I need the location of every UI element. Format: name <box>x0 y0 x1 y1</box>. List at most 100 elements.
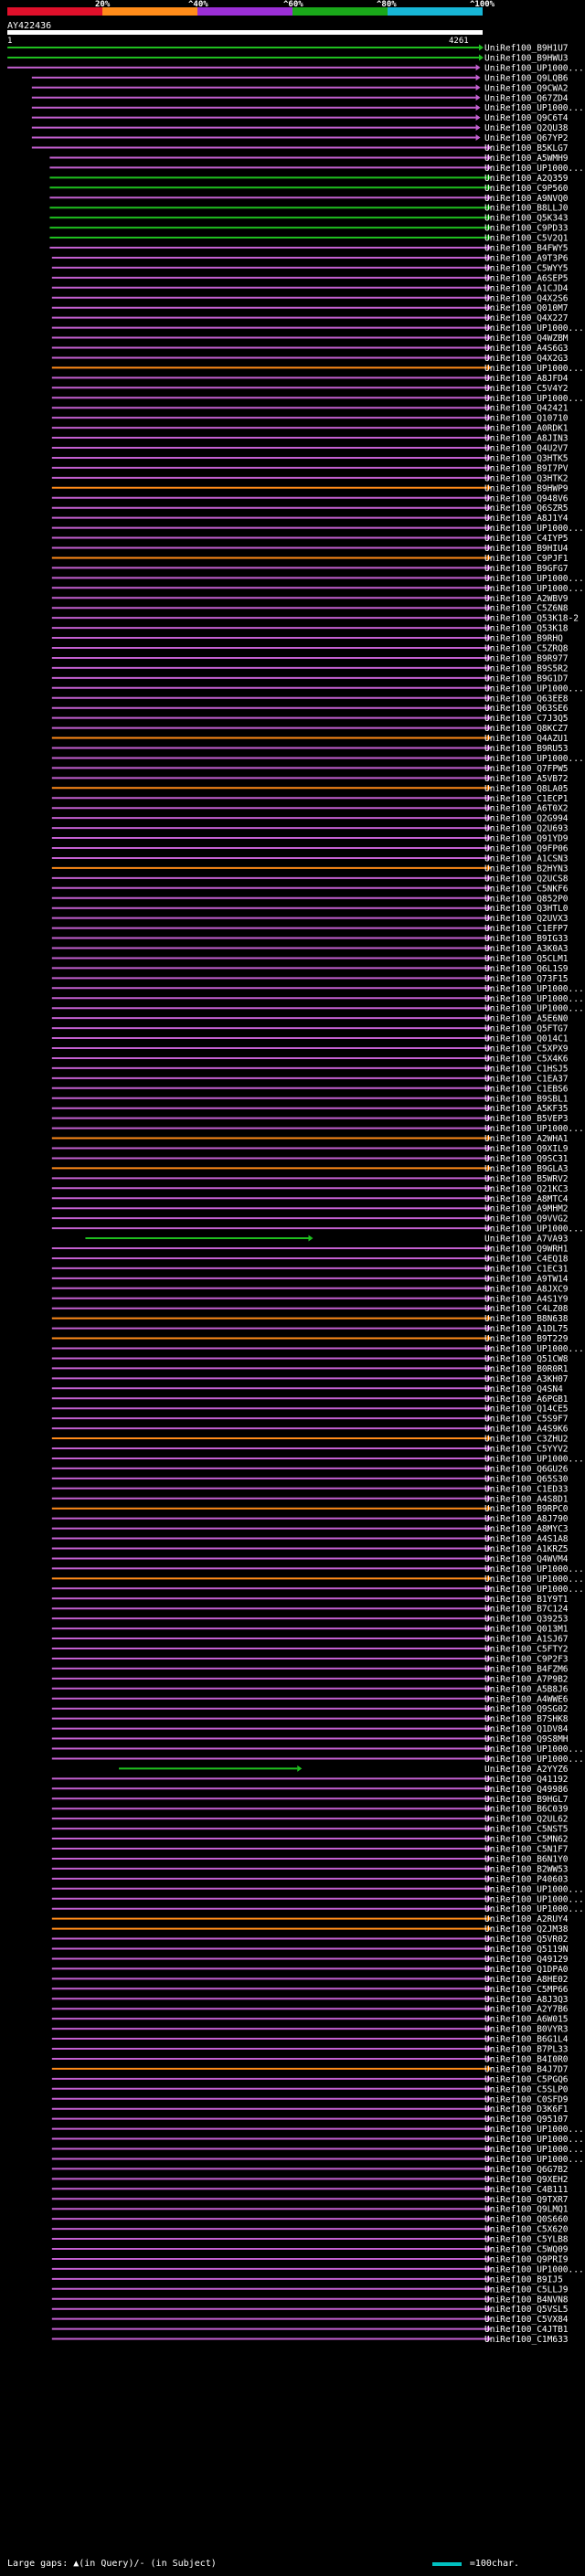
hit-label[interactable]: UniRef100_A8J3Q3 <box>484 1995 569 2005</box>
hit-label[interactable]: UniRef100_C5WQ09 <box>484 2245 569 2255</box>
hit-label[interactable]: UniRef100_A9TW14 <box>484 1274 569 1284</box>
hit-label[interactable]: UniRef100_B4FZM6 <box>484 1664 569 1674</box>
hit-label[interactable]: UniRef100_C5MN62 <box>484 1835 569 1845</box>
hit-label[interactable]: UniRef100_Q9TXR7 <box>484 2195 569 2205</box>
hit-label[interactable]: UniRef100_Q7FPW5 <box>484 764 569 774</box>
hit-label[interactable]: UniRef100_C5LLJ9 <box>484 2284 569 2295</box>
hit-label[interactable]: UniRef100_UP1000... <box>484 2135 584 2145</box>
hit-label[interactable]: UniRef100_Q9CWA2 <box>484 83 569 93</box>
hit-label[interactable]: UniRef100_B7PL33 <box>484 2045 569 2055</box>
hit-label[interactable]: UniRef100_C5X4K6 <box>484 1054 569 1064</box>
hit-label[interactable]: UniRef100_B5KLG7 <box>484 143 569 154</box>
hit-label[interactable]: UniRef100_Q014C1 <box>484 1034 569 1044</box>
hit-label[interactable]: UniRef100_B9HGL7 <box>484 1795 569 1805</box>
hit-label[interactable]: UniRef100_Q8KCZ7 <box>484 724 569 734</box>
hit-label[interactable]: UniRef100_C1ED33 <box>484 1484 569 1494</box>
hit-label[interactable]: UniRef100_Q2G994 <box>484 814 569 824</box>
hit-label[interactable]: UniRef100_C1ECP1 <box>484 794 569 804</box>
hit-label[interactable]: UniRef100_A4S9K6 <box>484 1425 569 1435</box>
hit-label[interactable]: UniRef100_A1CSN3 <box>484 853 569 864</box>
hit-label[interactable]: UniRef100_UP1000... <box>484 2264 584 2274</box>
hit-label[interactable]: UniRef100_B9I7PV <box>484 463 569 473</box>
hit-label[interactable]: UniRef100_UP1000... <box>484 1344 584 1354</box>
hit-label[interactable]: UniRef100_A8JFD4 <box>484 374 569 384</box>
hit-label[interactable]: UniRef100_C5NKF6 <box>484 884 569 894</box>
hit-label[interactable]: UniRef100_C4IYP5 <box>484 534 569 544</box>
hit-label[interactable]: UniRef100_Q9XIL9 <box>484 1144 569 1154</box>
hit-label[interactable]: UniRef100_Q3HTK2 <box>484 473 569 483</box>
hit-label[interactable]: UniRef100_B5VEP3 <box>484 1114 569 1124</box>
hit-label[interactable]: UniRef100_B9S5R2 <box>484 663 569 673</box>
hit-label[interactable]: UniRef100_Q91YD9 <box>484 834 569 844</box>
hit-label[interactable]: UniRef100_A8JXC9 <box>484 1284 569 1294</box>
hit-label[interactable]: UniRef100_C0SFD9 <box>484 2094 569 2104</box>
hit-label[interactable]: UniRef100_Q2QU38 <box>484 123 569 133</box>
hit-label[interactable]: UniRef100_B9HIU4 <box>484 544 569 554</box>
hit-label[interactable]: UniRef100_Q10710 <box>484 414 569 424</box>
hit-label[interactable]: UniRef100_UP1000... <box>484 574 584 584</box>
hit-label[interactable]: UniRef100_A9T3P6 <box>484 253 569 263</box>
hit-label[interactable]: UniRef100_C5YYV2 <box>484 1445 569 1455</box>
hit-label[interactable]: UniRef100_Q010M7 <box>484 303 569 313</box>
hit-label[interactable]: UniRef100_Q9FP06 <box>484 844 569 854</box>
hit-label[interactable]: UniRef100_Q5119N <box>484 1945 569 1955</box>
hit-label[interactable]: UniRef100_A1CJD4 <box>484 283 569 293</box>
hit-label[interactable]: UniRef100_P40603 <box>484 1874 569 1884</box>
hit-label[interactable]: UniRef100_B5WRV2 <box>484 1174 569 1184</box>
hit-label[interactable]: UniRef100_C1EC31 <box>484 1264 569 1274</box>
hit-label[interactable]: UniRef100_Q21KC3 <box>484 1184 569 1194</box>
hit-label[interactable]: UniRef100_A1KRZ5 <box>484 1544 569 1554</box>
hit-label[interactable]: UniRef100_A2WHA1 <box>484 1134 569 1144</box>
hit-label[interactable]: UniRef100_UP1000... <box>484 1004 584 1014</box>
hit-label[interactable]: UniRef100_UP1000... <box>484 1754 584 1765</box>
hit-label[interactable]: UniRef100_A3KH07 <box>484 1374 569 1384</box>
hit-label[interactable]: UniRef100_UP1000... <box>484 1894 584 1904</box>
hit-label[interactable]: UniRef100_A2Y7B6 <box>484 2005 569 2015</box>
hit-label[interactable]: UniRef100_A0RDK1 <box>484 424 569 434</box>
hit-label[interactable]: UniRef100_A5WMH9 <box>484 154 569 164</box>
hit-label[interactable]: UniRef100_B2HYN3 <box>484 864 569 874</box>
hit-label[interactable]: UniRef100_Q5CLM1 <box>484 954 569 964</box>
hit-label[interactable]: UniRef100_Q2JM38 <box>484 1924 569 1935</box>
hit-label[interactable]: UniRef100_Q4X2G3 <box>484 354 569 364</box>
hit-label[interactable]: UniRef100_B4J7D7 <box>484 2064 569 2074</box>
hit-label[interactable]: UniRef100_A5E6N0 <box>484 1014 569 1024</box>
hit-label[interactable]: UniRef100_Q67ZD4 <box>484 93 569 103</box>
hit-label[interactable]: UniRef100_A4S8D1 <box>484 1494 569 1504</box>
hit-label[interactable]: UniRef100_UP1000... <box>484 1904 584 1914</box>
hit-label[interactable]: UniRef100_A4S6G3 <box>484 344 569 354</box>
hit-label[interactable]: UniRef100_UP1000... <box>484 684 584 694</box>
hit-label[interactable]: UniRef100_B8LLJ0 <box>484 204 569 214</box>
hit-label[interactable]: UniRef100_Q65S30 <box>484 1474 569 1484</box>
hit-label[interactable]: UniRef100_Q9WRH1 <box>484 1245 569 1255</box>
hit-label[interactable]: UniRef100_Q9VVG2 <box>484 1214 569 1224</box>
hit-label[interactable]: UniRef100_Q4X227 <box>484 313 569 323</box>
hit-label[interactable]: UniRef100_B6C039 <box>484 1805 569 1815</box>
hit-label[interactable]: UniRef100_A2RUY4 <box>484 1914 569 1924</box>
hit-label[interactable]: UniRef100_Q4AZU1 <box>484 734 569 744</box>
hit-label[interactable]: UniRef100_Q9C6T4 <box>484 113 569 123</box>
hit-label[interactable]: UniRef100_C1EFP7 <box>484 924 569 934</box>
hit-label[interactable]: UniRef100_Q948V6 <box>484 493 569 504</box>
hit-label[interactable]: UniRef100_C1HSJ5 <box>484 1064 569 1074</box>
hit-label[interactable]: UniRef100_A2YYZ6 <box>484 1765 569 1775</box>
hit-label[interactable]: UniRef100_B9SBL1 <box>484 1094 569 1104</box>
hit-label[interactable]: UniRef100_A4S1A8 <box>484 1534 569 1544</box>
hit-label[interactable]: UniRef100_C3ZHU2 <box>484 1435 569 1445</box>
hit-label[interactable]: UniRef100_C5V4Y2 <box>484 384 569 394</box>
hit-label[interactable]: UniRef100_C1EA37 <box>484 1074 569 1084</box>
hit-label[interactable]: UniRef100_UP1000... <box>484 1744 584 1754</box>
hit-label[interactable]: UniRef100_C5SLP0 <box>484 2084 569 2094</box>
hit-label[interactable]: UniRef100_B0R0R1 <box>484 1364 569 1374</box>
hit-label[interactable]: UniRef100_Q852P0 <box>484 894 569 904</box>
hit-label[interactable]: UniRef100_C5PGQ6 <box>484 2074 569 2084</box>
hit-label[interactable]: UniRef100_Q9S8MH <box>484 1734 569 1744</box>
hit-label[interactable]: UniRef100_Q41192 <box>484 1775 569 1785</box>
hit-label[interactable]: UniRef100_Q9SC31 <box>484 1154 569 1164</box>
hit-label[interactable]: UniRef100_B8N638 <box>484 1314 569 1324</box>
hit-label[interactable]: UniRef100_Q6SZR5 <box>484 504 569 514</box>
hit-label[interactable]: UniRef100_Q9SG02 <box>484 1704 569 1714</box>
hit-label[interactable]: UniRef100_UP1000... <box>484 2155 584 2165</box>
hit-label[interactable]: UniRef100_C9P560 <box>484 184 569 194</box>
hit-label[interactable]: UniRef100_UP1000... <box>484 2125 584 2135</box>
